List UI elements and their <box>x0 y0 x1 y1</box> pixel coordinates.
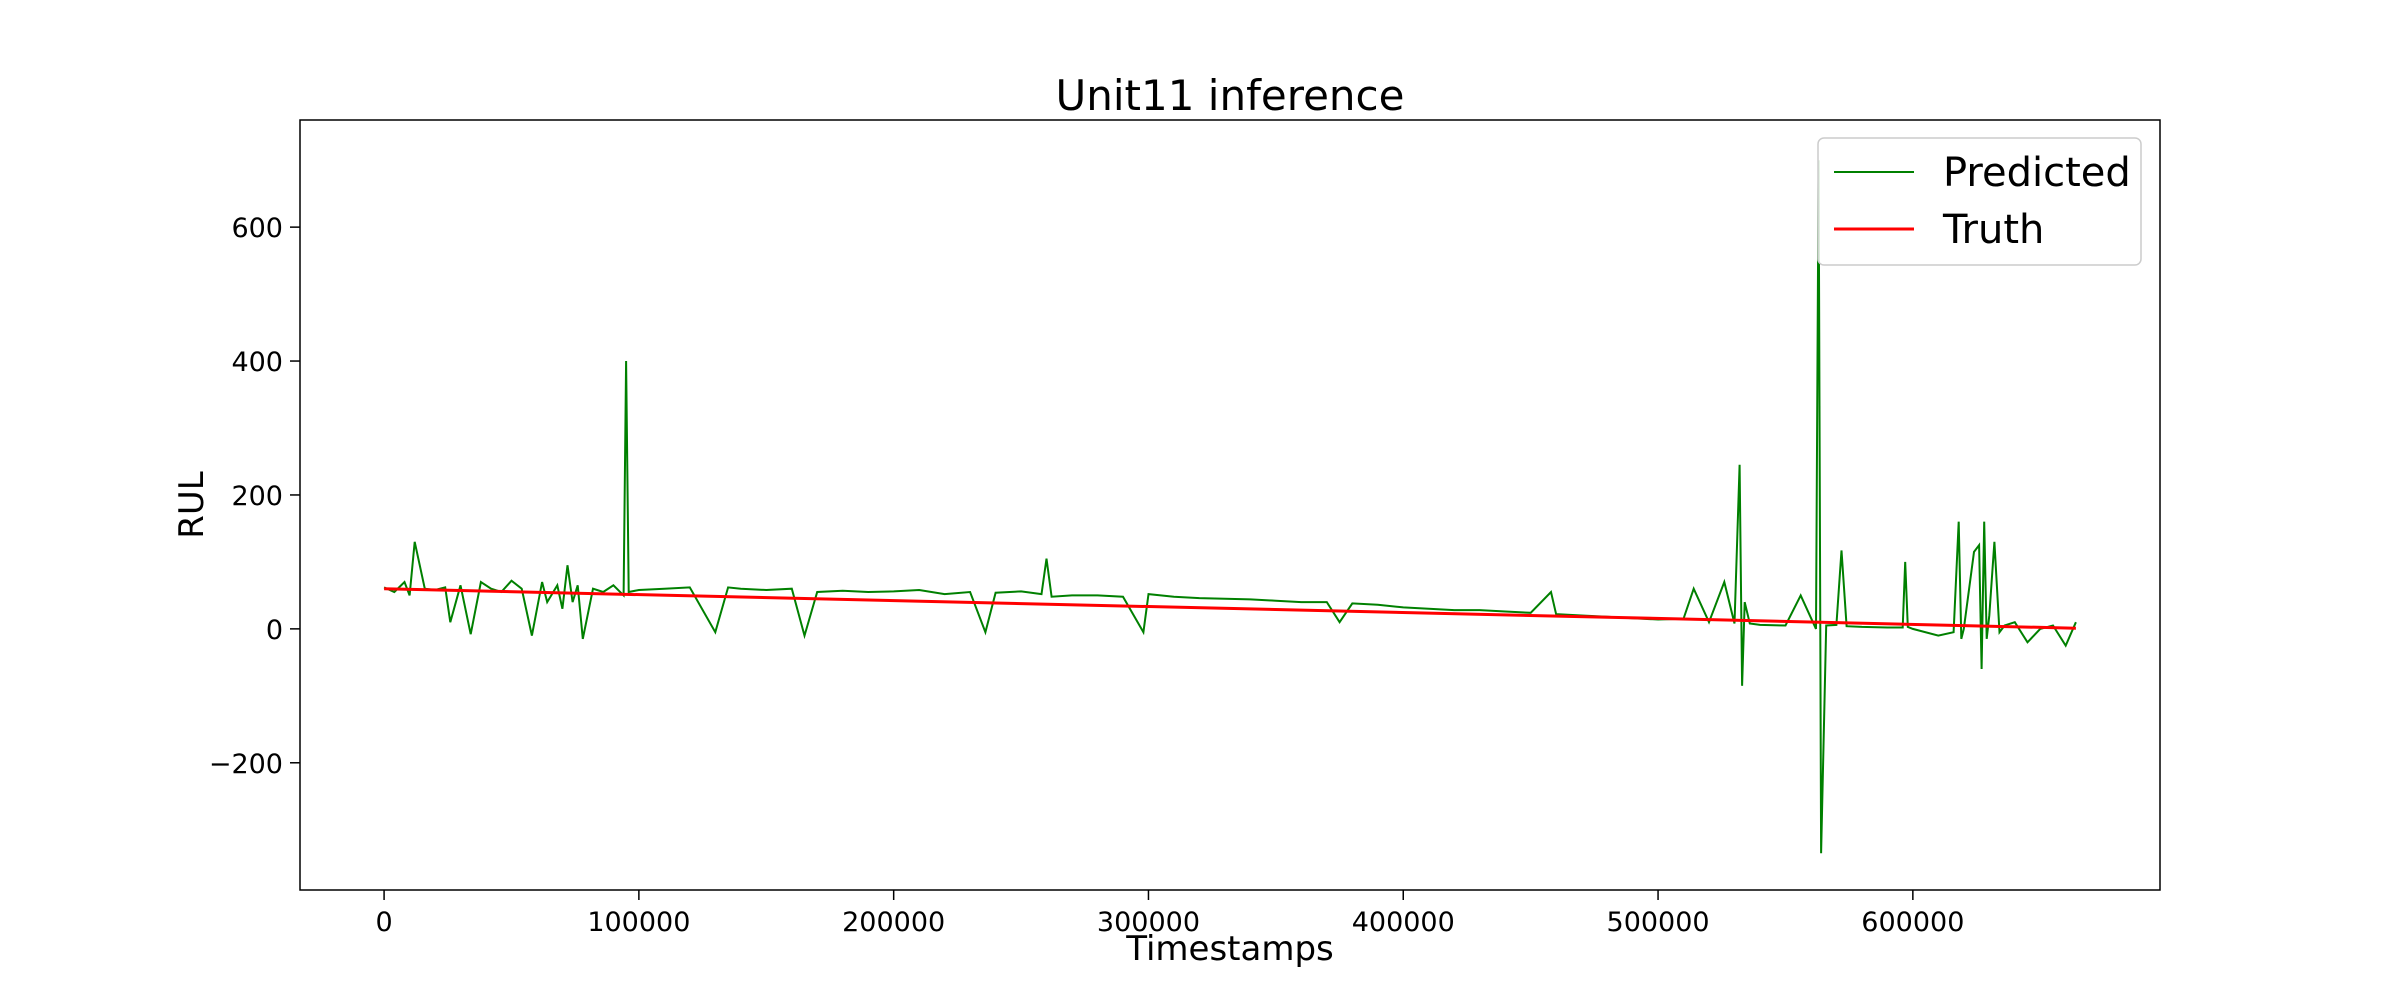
x-tick-label: 400000 <box>1352 907 1455 938</box>
y-tick-label: 400 <box>231 347 283 378</box>
series-line-predicted <box>383 160 2077 854</box>
plot-frame <box>299 119 2161 891</box>
legend-label-predicted: Predicted <box>1943 150 2131 196</box>
x-axis: 0 100000 200000 300000 400000 500000 600000 <box>375 890 1964 938</box>
x-axis-title: Timestamps <box>1125 929 1334 969</box>
chart-title: Unit11 inference <box>1056 71 1405 120</box>
y-tick-label: 200 <box>231 481 283 512</box>
series-layer <box>383 160 2077 854</box>
legend-label-truth: Truth <box>1942 207 2044 253</box>
legend: Predicted Truth <box>1817 137 2142 266</box>
y-tick-label: 600 <box>231 213 283 244</box>
y-axis-title: RUL <box>172 471 212 539</box>
x-tick-label: 200000 <box>842 907 945 938</box>
x-tick-label: 300000 <box>1097 907 1200 938</box>
y-axis: −200 0 200 400 600 <box>209 213 300 780</box>
x-tick-label: 500000 <box>1607 907 1710 938</box>
legend-box <box>1817 137 2142 266</box>
x-tick-label: 600000 <box>1861 907 1964 938</box>
x-tick-label: 100000 <box>587 907 690 938</box>
x-tick-label: 0 <box>375 907 392 938</box>
series-line-truth <box>384 587 2076 630</box>
y-tick-label: −200 <box>209 749 283 780</box>
y-tick-label: 0 <box>266 615 283 646</box>
